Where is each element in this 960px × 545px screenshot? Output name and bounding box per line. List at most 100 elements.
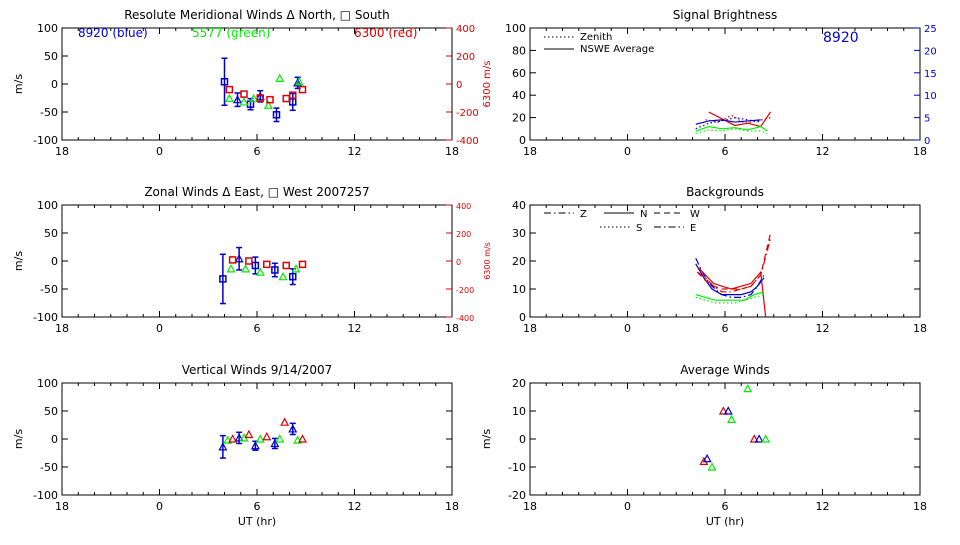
vertical-panel: Vertical Winds 9/14/2007 18 0 6 12 18 100 50 0 -5…	[12, 363, 459, 528]
meridional-point-green	[275, 73, 285, 83]
vertical-point-green	[255, 434, 265, 443]
vertical-point-blue	[288, 424, 298, 433]
meridional-ytick-label: -100	[33, 134, 58, 147]
brightness-rtick-label: 0	[924, 136, 930, 147]
backgrounds-xtick-label: 18	[913, 322, 927, 335]
legend-nswe-label: NSWE Average	[580, 44, 654, 55]
zonal-point-green	[291, 264, 301, 273]
brightness-title: Signal Brightness	[673, 8, 778, 22]
meridional-point-green	[224, 93, 234, 103]
zonal-point-red	[245, 257, 253, 265]
average-title: Average Winds	[680, 363, 770, 377]
zonal-ytick-label: 0	[51, 255, 58, 268]
meridional-ylabel: m/s	[12, 74, 25, 94]
average-ytick-label: 0	[519, 433, 526, 446]
meridional-point-blue	[272, 111, 281, 119]
meridional-point-red	[240, 90, 248, 98]
backgrounds-line-blue-solid	[695, 263, 765, 296]
average-point-green	[726, 414, 737, 423]
vertical-point-green	[223, 435, 233, 444]
zonal-ytick-label: 100	[37, 199, 58, 212]
meridional-point-red	[298, 85, 307, 94]
zonal-point-red	[228, 256, 237, 264]
brightness-rtick-label: 5	[924, 114, 930, 125]
average-xtick-label: 18	[523, 500, 537, 513]
zonal-ytick-label: -100	[33, 311, 58, 324]
meridional-ytick-label: 0	[51, 78, 58, 91]
vertical-ytick-label: -100	[33, 489, 58, 502]
zonal-frame	[61, 204, 453, 318]
zonal-point-green	[255, 267, 265, 276]
backgrounds-xtick-label: 0	[624, 322, 631, 335]
vertical-ylabel: m/s	[12, 429, 25, 449]
zonal-xtick-label: 18	[445, 322, 459, 335]
vertical-point-blue	[234, 433, 244, 442]
meridional-xtick-label: 18	[55, 145, 69, 158]
meridional-ytick-label: 50	[44, 50, 58, 63]
backgrounds-xtick-label: 12	[816, 322, 830, 335]
vertical-ytick-label: 50	[44, 405, 58, 418]
meridional-xtick-label: 6	[254, 145, 261, 158]
average-point-green	[743, 383, 753, 393]
average-frame	[529, 382, 921, 496]
backgrounds-ytick-label: 0	[519, 311, 526, 324]
meridional-xtick-label: 12	[348, 145, 362, 158]
meridional-point-red	[282, 94, 290, 103]
brightness-ytick-label: 20	[512, 112, 526, 125]
brightness-rtick-label: 25	[924, 24, 937, 35]
vertical-point-blue	[218, 442, 228, 451]
backgrounds-line-red-solid	[696, 266, 767, 318]
average-point-blue	[754, 434, 764, 443]
vertical-xtick-label: 18	[55, 500, 69, 513]
meridional-xtick-label: 0	[156, 145, 163, 158]
vertical-point-green	[293, 435, 303, 444]
backgrounds-xtick-label: 6	[722, 322, 729, 335]
meridional-point-red	[289, 91, 297, 99]
zonal-point-blue	[271, 266, 279, 274]
meridional-rtick-label: 0	[456, 80, 462, 91]
brightness-line-green-dotted	[695, 128, 768, 134]
zonal-point-green	[226, 264, 236, 273]
average-point-red	[749, 434, 759, 443]
vertical-xtick-label: 12	[348, 500, 362, 513]
brightness-ytick-label: 60	[512, 67, 526, 80]
zonal-point-blue	[251, 261, 260, 270]
backgrounds-ytick-label: 40	[512, 199, 526, 212]
brightness-rtick-label: 20	[924, 46, 937, 57]
zonal-point-red	[263, 260, 271, 269]
vertical-point-blue	[270, 438, 280, 448]
zonal-point-blue	[219, 275, 227, 283]
brightness-xtick-label: 0	[624, 145, 631, 158]
zonal-ytick-label: 50	[44, 227, 58, 240]
meridional-ytick-label: -50	[40, 106, 58, 119]
legend-label-W: W	[690, 209, 700, 220]
meridional-point-red	[225, 85, 234, 94]
brightness-station-label: 8920	[823, 30, 859, 46]
meridional-rtick-label: -400	[456, 136, 479, 147]
brightness-xtick-label: 18	[913, 145, 927, 158]
legend-label-E: E	[690, 223, 696, 234]
brightness-line-green-solid	[695, 125, 768, 132]
meridional-point-green	[239, 97, 249, 106]
meridional-point-green	[249, 93, 259, 103]
meridional-point-blue	[255, 91, 265, 100]
meridional-ytick-label: 100	[37, 22, 58, 35]
average-ytick-label: -20	[508, 489, 526, 502]
average-ylabel: m/s	[480, 429, 493, 449]
legend-label-Z: Z	[580, 209, 587, 220]
zonal-point-blue	[234, 253, 244, 263]
meridional-rtick-label: -200	[456, 108, 479, 119]
zonal-ytick-label: -50	[40, 283, 58, 296]
vertical-xtick-label: 0	[156, 500, 163, 513]
legend-label-N: N	[640, 209, 647, 220]
vertical-xtick-label: 18	[445, 500, 459, 513]
brightness-line-blue-dotted	[695, 116, 761, 130]
meridional-frame	[61, 27, 453, 141]
backgrounds-ytick-label: 20	[512, 255, 526, 268]
brightness-xtick-label: 18	[523, 145, 537, 158]
vertical-point-red	[228, 434, 238, 443]
meridional-point-red	[256, 94, 264, 102]
